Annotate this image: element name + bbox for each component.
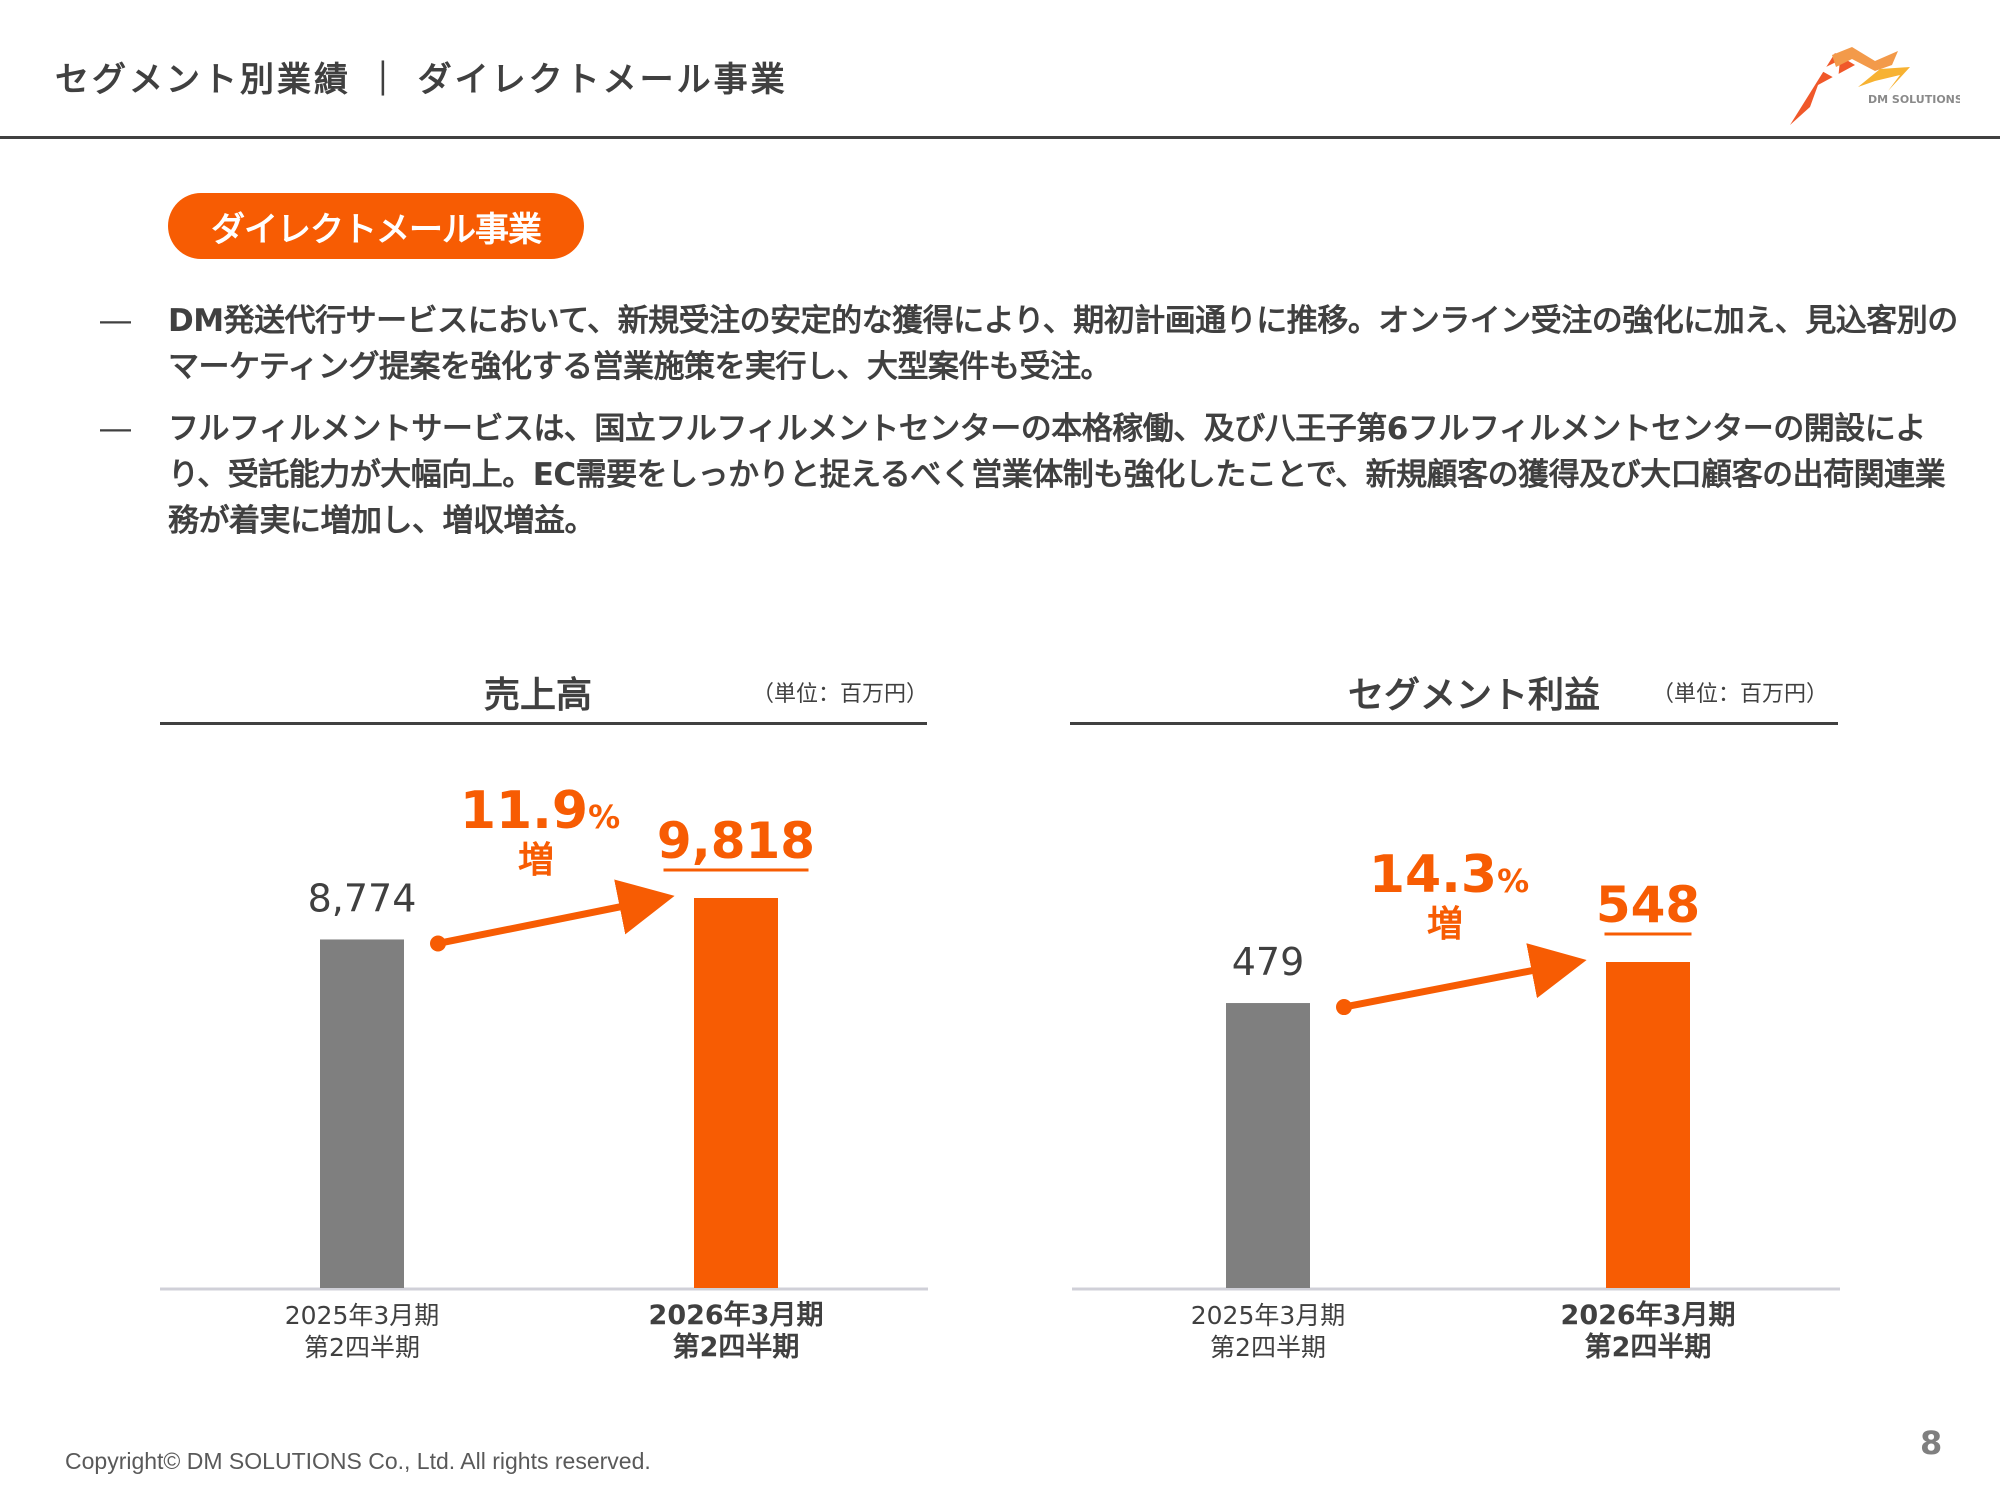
bullet-item: ― DM発送代行サービスにおいて、新規受注の安定的な獲得により、期初計画通りに推…	[100, 298, 1958, 390]
x-tick-line2: 第2四半期	[672, 1332, 800, 1363]
growth-label-profit: 増	[1427, 904, 1463, 945]
x-tick-line2: 第2四半期	[304, 1333, 420, 1362]
growth-rate-value: 14.3	[1369, 845, 1497, 905]
x-tick-label-prior-sales: 2025年3月期 第2四半期	[212, 1300, 512, 1364]
x-tick-label-current-profit: 2026年3月期 第2四半期	[1498, 1300, 1798, 1364]
logo-bolt-mark	[1858, 67, 1910, 91]
bullet-dash: ―	[100, 303, 131, 339]
logo-text: DM SOLUTIONS	[1868, 93, 1960, 106]
copyright-text: Copyright© DM SOLUTIONS Co., Ltd. All ri…	[65, 1448, 651, 1474]
bar-current-profit	[1606, 962, 1690, 1288]
page-number: 8	[1920, 1424, 1943, 1462]
bullet-list: ― DM発送代行サービスにおいて、新規受注の安定的な獲得により、期初計画通りに推…	[100, 298, 1958, 560]
growth-rate-sales: 11.9%	[460, 781, 620, 841]
value-label-current-sales: 9,818	[657, 812, 815, 870]
chart-title-rule-profit	[1070, 722, 1838, 725]
x-tick-line1: 2025年3月期	[1190, 1301, 1346, 1330]
x-tick-label-current-sales: 2026年3月期 第2四半期	[586, 1300, 886, 1364]
growth-rate-percent: %	[588, 798, 620, 836]
page-title: セグメント別業績 ｜ ダイレクトメール事業	[55, 60, 788, 100]
section-pill: ダイレクトメール事業	[168, 193, 584, 259]
bar-prior-profit	[1226, 1003, 1310, 1288]
growth-rate-profit: 14.3%	[1369, 845, 1529, 905]
bullet-text: DM発送代行サービスにおいて、新規受注の安定的な獲得により、期初計画通りに推移。…	[168, 303, 1958, 385]
x-tick-line2: 第2四半期	[1210, 1333, 1326, 1362]
bullet-item: ― フルフィルメントサービスは、国立フルフィルメントセンターの本格稼働、及び八王…	[100, 406, 1958, 544]
value-label-prior-sales: 8,774	[308, 876, 417, 920]
growth-label-sales: 増	[518, 840, 554, 881]
x-tick-line1: 2026年3月期	[648, 1300, 824, 1331]
header-divider	[0, 136, 2000, 139]
chart-title-profit: セグメント利益	[1348, 675, 1601, 716]
growth-arrow-sales	[437, 879, 675, 947]
chart-title-rule-sales	[160, 722, 927, 725]
bullet-dash: ―	[100, 411, 131, 447]
x-tick-line1: 2025年3月期	[284, 1301, 440, 1330]
x-tick-line1: 2026年3月期	[1560, 1300, 1736, 1331]
growth-rate-percent: %	[1497, 862, 1529, 900]
unit-label-profit: （単位：百万円）	[1652, 682, 1829, 707]
value-label-current-profit: 548	[1596, 876, 1700, 934]
logo-m-mark	[1832, 47, 1898, 71]
dm-solutions-logo: DM SOLUTIONS	[1790, 47, 1960, 125]
unit-label-sales: （単位：百万円）	[752, 682, 929, 707]
x-tick-line2: 第2四半期	[1584, 1332, 1712, 1363]
growth-rate-value: 11.9	[460, 781, 588, 841]
growth-arrow-profit	[1343, 943, 1587, 1011]
bar-prior-sales	[320, 939, 404, 1288]
bar-current-sales	[694, 898, 778, 1288]
value-label-prior-profit: 479	[1232, 940, 1305, 984]
x-tick-label-prior-profit: 2025年3月期 第2四半期	[1118, 1300, 1418, 1364]
bullet-text: フルフィルメントサービスは、国立フルフィルメントセンターの本格稼働、及び八王子第…	[168, 411, 1946, 539]
chart-title-sales: 売上高	[484, 675, 593, 716]
